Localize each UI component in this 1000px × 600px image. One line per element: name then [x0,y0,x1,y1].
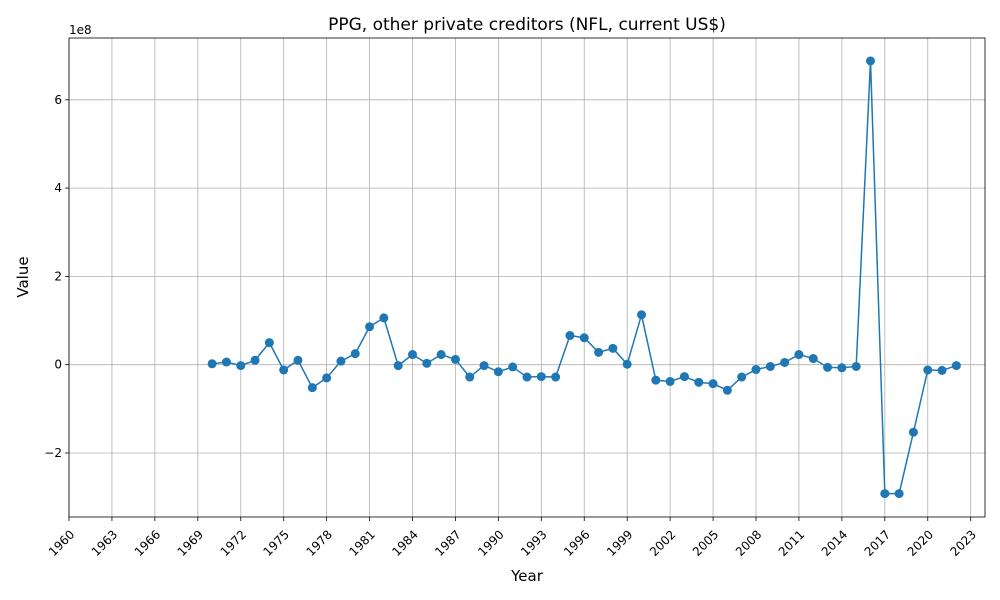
data-point [408,350,417,360]
x-tick-label: 1960 [46,527,77,558]
data-point [951,361,961,371]
data-point [579,333,589,343]
x-tick-label: 1993 [518,527,549,558]
data-point [694,377,704,387]
x-tick-label: 1978 [303,527,334,558]
data-point [307,383,317,393]
x-tick-label: 2002 [647,527,678,558]
data-point [851,361,861,371]
y-tick-label: −2 [44,446,62,460]
y-tick-label: 4 [54,181,62,195]
data-point [608,343,618,353]
data-point [436,350,446,360]
y-tick-label: 6 [54,93,62,107]
data-point [780,357,790,367]
x-tick-label: 1972 [218,527,249,558]
data-point [250,355,260,365]
data-point [551,372,561,382]
x-tick-label: 1987 [432,527,463,558]
data-point [522,372,532,382]
data-point [637,310,646,320]
data-point [236,361,246,371]
x-tick-label: 2008 [733,527,764,558]
data-point [508,362,518,372]
data-point [823,362,833,372]
x-tick-label: 1990 [475,527,506,558]
x-axis-label: Year [510,567,544,585]
data-point [336,356,346,366]
x-tick-label: 1963 [89,527,120,558]
data-point [393,361,403,371]
data-point [923,365,933,375]
series-layer [207,56,961,499]
data-point [594,347,604,357]
x-tick-label: 2020 [905,527,936,558]
data-point [264,338,274,348]
x-tick-label: 2023 [948,527,979,558]
data-point [565,331,575,341]
x-tick-label: 2005 [690,527,721,558]
data-point [751,365,761,375]
data-point [493,367,503,377]
x-tick-label: 1975 [261,527,292,558]
data-point [794,350,804,360]
data-point [708,379,718,389]
data-point [866,56,875,66]
chart-title: PPG, other private creditors (NFL, curre… [328,15,726,35]
data-point [350,349,360,359]
data-point [207,359,217,369]
data-point [679,372,689,382]
data-point [837,363,847,373]
data-point [536,372,546,382]
data-point [908,427,918,437]
data-point [221,357,231,367]
data-point [665,376,675,386]
data-point [293,355,303,365]
data-point [479,361,489,371]
y-axis-label: Value [14,256,32,297]
x-tick-label: 1966 [132,527,163,558]
data-point [737,372,747,382]
plot-frame [68,37,986,518]
data-point [880,489,890,499]
x-tick-label: 2014 [819,527,850,558]
data-point [422,358,432,368]
data-point [279,365,289,375]
data-point [365,322,375,332]
y-tick-label: 2 [54,269,62,283]
data-point [450,354,460,364]
x-tick-label: 1999 [604,527,635,558]
data-point [937,365,947,375]
data-point [465,372,475,382]
data-point [765,361,775,371]
y-tick-label: 0 [54,358,62,372]
x-tick-label: 2011 [776,527,807,558]
x-tick-label: 1996 [561,527,592,558]
x-tick-label: 1969 [175,527,206,558]
grid-lines [68,38,985,517]
x-tick-label: 1981 [346,527,377,558]
data-point [322,373,332,383]
axis-ticks: 1960 1963 1966 1969 1972 1975 1978 1981 1984 1987… [44,93,979,559]
y-offset-text: 1e8 [69,23,92,37]
x-tick-label: 1984 [389,527,420,558]
data-point [379,313,389,323]
data-point [651,375,661,385]
x-tick-label: 2017 [862,527,893,558]
data-point [808,354,818,364]
data-point [894,489,904,499]
data-point [622,359,632,369]
data-point [722,385,732,395]
